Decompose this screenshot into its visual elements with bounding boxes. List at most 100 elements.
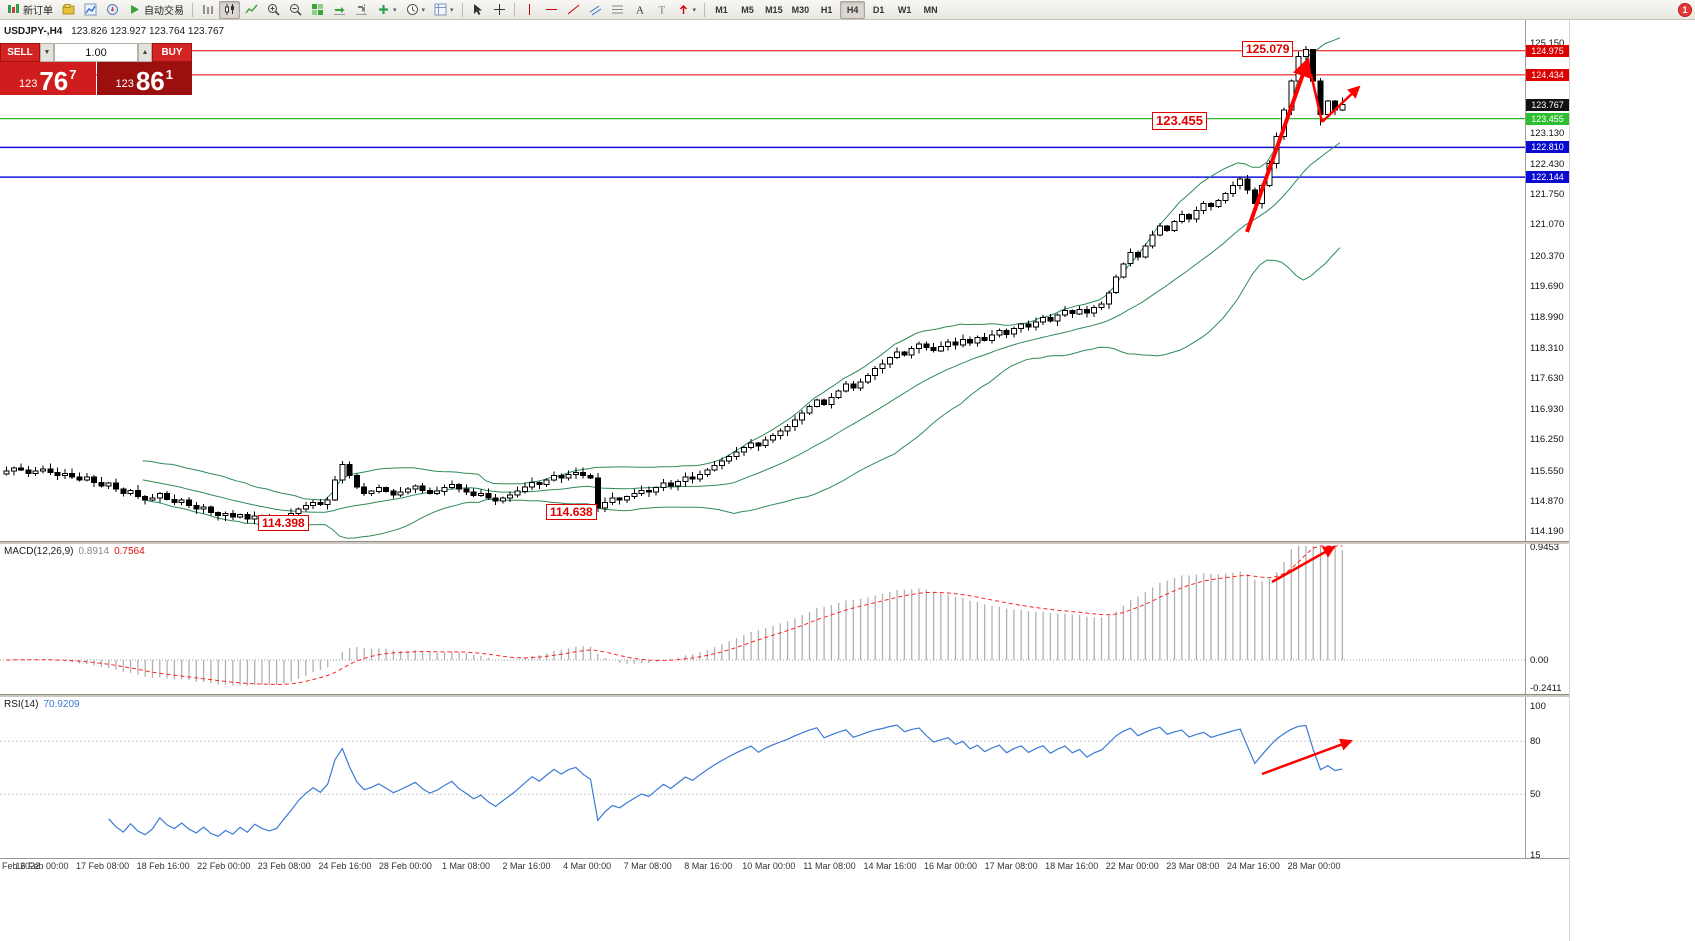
label-tool-button[interactable]: T	[651, 1, 672, 19]
svg-text:T: T	[658, 5, 665, 17]
candlestick-chart-icon	[225, 4, 234, 15]
profiles-button[interactable]	[58, 1, 79, 19]
chart-shift-icon	[356, 4, 367, 15]
vertical-line-icon	[528, 4, 530, 15]
profiles-icon	[62, 4, 75, 15]
caret-down-icon: ▾	[450, 6, 454, 14]
chart-shift-button[interactable]	[351, 1, 372, 19]
vertical-line-tool-button[interactable]	[519, 1, 540, 19]
trendline-icon	[567, 4, 579, 15]
macd-axis-label: 0.00	[1530, 654, 1549, 666]
new-order-button[interactable]: 新订单	[3, 1, 57, 19]
macd-panel-separator[interactable]	[0, 541, 1569, 544]
sell-price-pip: 7	[69, 67, 77, 82]
price-badge: 124.434	[1526, 68, 1569, 81]
price-callout[interactable]: 123.455	[1152, 112, 1207, 130]
market-watch-button[interactable]	[80, 1, 101, 19]
time-axis-label: 24 Mar 16:00	[1226, 861, 1280, 871]
zoom-out-button[interactable]	[285, 1, 306, 19]
timeframe-button-m1[interactable]: M1	[709, 1, 734, 19]
price-axis-label: 121.750	[1530, 189, 1565, 201]
candlestick-chart-button[interactable]	[219, 0, 240, 19]
price-axis-label: 114.190	[1530, 526, 1564, 538]
time-axis-label: 16 Feb 00:00	[15, 861, 69, 871]
price-axis-label: 125.150	[1530, 37, 1565, 49]
text-tool-icon: A	[636, 5, 644, 17]
label-tool-icon: T	[658, 5, 665, 17]
price-callout[interactable]: 114.398	[258, 515, 309, 532]
price-axis-border	[1525, 19, 1526, 858]
macd-axis-label: 0.9453	[1530, 541, 1560, 553]
volume-increase-button[interactable]: ▲	[138, 43, 152, 62]
time-axis-label: 11 Mar 08:00	[803, 861, 856, 871]
chart-title: USDJPY-,H4 123.826 123.927 123.764 123.7…	[4, 26, 224, 37]
price-axis-label: 119.690	[1530, 281, 1564, 293]
arrows-tool-button[interactable]: ▾	[673, 1, 701, 19]
sell-button[interactable]: SELL	[0, 43, 40, 62]
price-axis-label: 118.990	[1530, 312, 1564, 324]
periods-button[interactable]: ▾	[402, 1, 430, 19]
timeframe-button-mn[interactable]: MN	[918, 1, 943, 19]
zoom-in-button[interactable]	[263, 1, 284, 19]
templates-button[interactable]: ▾	[430, 1, 458, 19]
horizontal-line-icon	[545, 9, 557, 10]
price-axis-label: 115.550	[1530, 465, 1564, 477]
channel-tool-button[interactable]	[585, 1, 606, 19]
line-chart-button[interactable]	[241, 1, 262, 19]
sell-price-main: 76	[39, 66, 69, 96]
crosshair-button[interactable]	[489, 1, 510, 19]
navigator-button[interactable]	[102, 1, 123, 19]
time-axis-label: 7 Mar 08:00	[623, 861, 672, 871]
price-badge: 124.975	[1526, 44, 1569, 57]
zoom-in-icon	[268, 4, 280, 16]
rsi-value: 70.9209	[43, 699, 80, 710]
timeframe-button-m5[interactable]: M5	[735, 1, 760, 19]
autotrading-icon	[131, 5, 139, 14]
tile-windows-button[interactable]	[307, 1, 328, 19]
macd-panel-canvas[interactable]	[0, 544, 1525, 694]
sell-price-display[interactable]: 123 76 7	[0, 62, 96, 95]
timeframe-button-h4[interactable]: H4	[840, 0, 866, 19]
horizontal-line-tool-button[interactable]	[541, 1, 562, 19]
price-badge: 122.810	[1526, 141, 1569, 154]
macd-indicator-label: MACD(12,26,9) 0.8914 0.7564	[4, 546, 145, 557]
spinner-down-icon: ▼	[43, 49, 51, 56]
volume-input[interactable]	[54, 43, 138, 62]
rsi-name: RSI(14)	[4, 699, 39, 710]
timeframe-button-d1[interactable]: D1	[866, 1, 891, 19]
market-watch-icon	[84, 3, 97, 16]
bar-chart-button[interactable]	[197, 1, 218, 19]
price-chart-canvas[interactable]	[0, 19, 1525, 541]
buy-price-display[interactable]: 123 86 1	[96, 62, 192, 95]
fibonacci-tool-button[interactable]	[607, 1, 628, 19]
autotrading-button[interactable]: 自动交易	[124, 1, 188, 19]
toolbar-separator	[192, 2, 193, 17]
cursor-icon	[473, 4, 482, 15]
timeframe-button-h1[interactable]: H1	[814, 1, 839, 19]
periods-clock-icon	[406, 4, 418, 15]
macd-name: MACD(12,26,9)	[4, 546, 74, 557]
price-callout[interactable]: 114.638	[546, 504, 597, 521]
time-axis-label: 1 Mar 08:00	[441, 861, 490, 871]
text-tool-button[interactable]: A	[629, 1, 650, 19]
cursor-button[interactable]	[467, 1, 488, 19]
notification-badge[interactable]: 1	[1678, 3, 1692, 17]
time-axis-label: 24 Feb 16:00	[318, 861, 372, 871]
timeframe-button-w1[interactable]: W1	[892, 1, 917, 19]
chart-window-right-edge	[1569, 19, 1570, 941]
rsi-panel-canvas[interactable]	[0, 697, 1525, 858]
auto-scroll-button[interactable]	[329, 1, 350, 19]
price-callout[interactable]: 125.079	[1242, 41, 1294, 58]
auto-scroll-icon	[334, 7, 345, 15]
indicators-button[interactable]: ▾	[373, 1, 401, 19]
price-badge: 123.455	[1526, 112, 1569, 125]
rsi-axis-label: 80	[1530, 735, 1541, 747]
tile-windows-icon	[312, 4, 323, 15]
timeframe-button-m30[interactable]: M30	[788, 1, 814, 19]
trendline-tool-button[interactable]	[563, 1, 584, 19]
buy-button[interactable]: BUY	[152, 43, 192, 62]
timeframe-button-m15[interactable]: M15	[761, 1, 787, 19]
price-axis-label: 114.870	[1530, 495, 1564, 507]
rsi-panel-separator[interactable]	[0, 694, 1569, 697]
volume-decrease-button[interactable]: ▼	[40, 43, 54, 62]
